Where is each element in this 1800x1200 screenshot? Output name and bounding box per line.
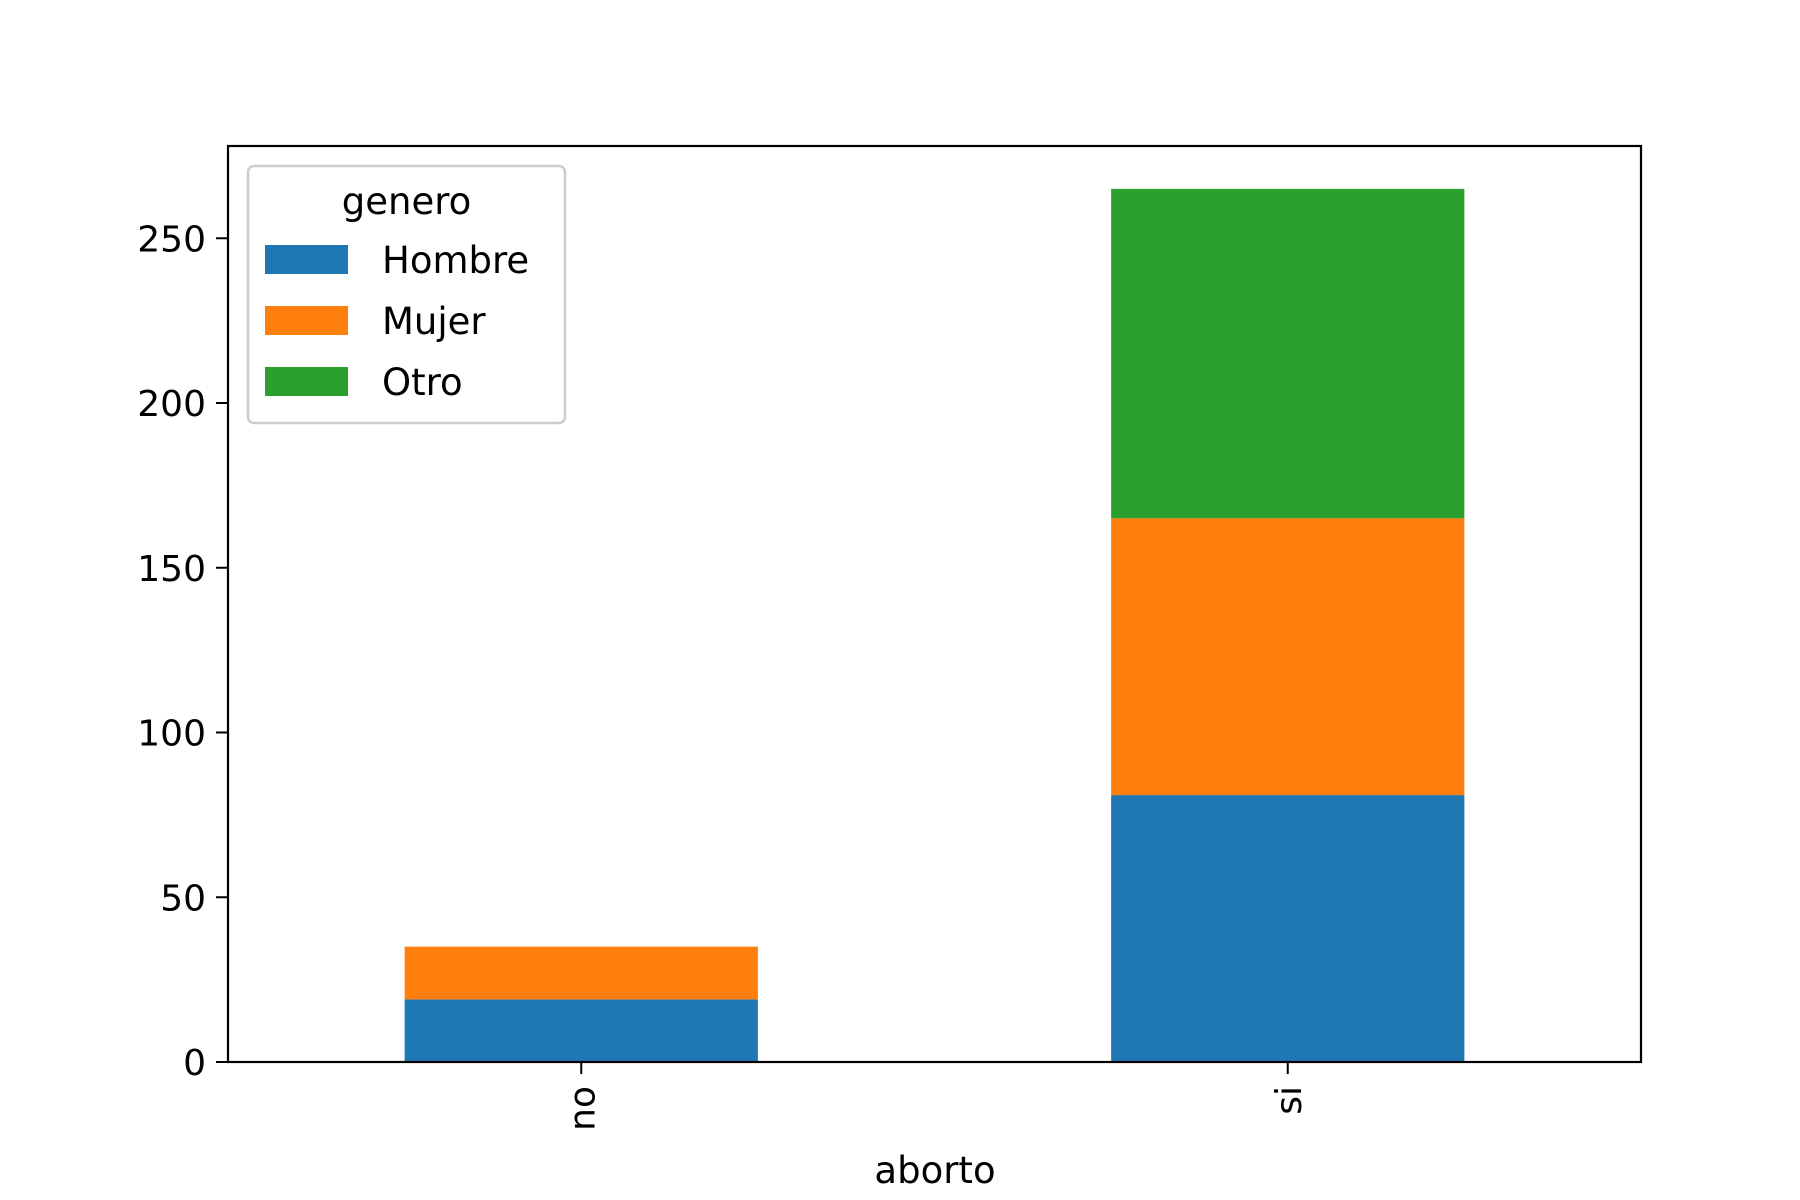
bars-layer <box>404 188 1465 1062</box>
bar-si-mujer <box>1111 518 1465 796</box>
plot-frame <box>226 144 1643 1064</box>
y-tick-label: 50 <box>160 878 206 919</box>
x-axis-label: aborto <box>874 1149 995 1192</box>
legend-box <box>246 164 567 425</box>
legend-label-otro: Otro <box>382 361 463 404</box>
legend-swatch-otro <box>265 367 348 396</box>
legend-swatch-mujer <box>265 306 348 335</box>
x-tick-label: no <box>562 1086 603 1131</box>
bar-si-hombre <box>1111 795 1465 1062</box>
legend-swatch-hombre <box>265 245 348 274</box>
axes-layer: 0 50 100 150 200 250 no si <box>137 144 1643 1131</box>
y-tick-label: 0 <box>183 1043 206 1084</box>
legend-label-hombre: Hombre <box>382 239 529 282</box>
bar-no-mujer <box>404 946 758 1000</box>
legend-label-mujer: Mujer <box>382 300 486 343</box>
y-tick-label: 200 <box>137 384 206 425</box>
y-tick-label: 100 <box>137 714 206 755</box>
x-tick-label: si <box>1269 1086 1310 1115</box>
y-tick-label: 250 <box>137 219 206 260</box>
legend: genero Hombre Mujer Otro <box>246 164 567 425</box>
y-tick-label: 150 <box>137 549 206 590</box>
legend-title: genero <box>342 180 472 223</box>
bar-si-otro <box>1111 188 1465 519</box>
bar-no-hombre <box>404 999 758 1062</box>
